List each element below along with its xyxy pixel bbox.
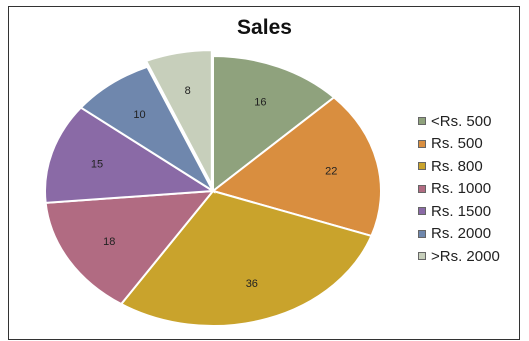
pie-slice-rs-1500 bbox=[44, 106, 217, 204]
legend-item-rs-500: Rs. 500 bbox=[418, 133, 500, 156]
legend-label: Rs. 2000 bbox=[431, 225, 492, 243]
legend-item-rs-500: <Rs. 500 bbox=[418, 110, 500, 133]
data-label-rs-1000: 18 bbox=[103, 236, 115, 248]
pie-slice-rs-2000 bbox=[144, 49, 213, 186]
pie-slice-rs-500 bbox=[212, 54, 336, 194]
legend-swatch bbox=[418, 139, 426, 148]
data-label-rs-800: 36 bbox=[246, 278, 258, 290]
legend-label: Rs. 1500 bbox=[431, 202, 492, 220]
legend-label: Rs. 1000 bbox=[431, 180, 492, 198]
legend-item-rs-2000: Rs. 2000 bbox=[418, 223, 500, 246]
pie-slice-rs-500 bbox=[210, 96, 382, 238]
legend-label: Rs. 800 bbox=[431, 157, 483, 175]
legend-item-rs-1000: Rs. 1000 bbox=[418, 178, 500, 201]
legend-swatch bbox=[418, 162, 426, 171]
legend-swatch bbox=[418, 207, 426, 216]
pie-slice-rs-1000 bbox=[44, 189, 216, 306]
legend-swatch bbox=[418, 117, 426, 126]
legend-swatch bbox=[418, 229, 426, 238]
pie-slice-rs-2000 bbox=[79, 65, 216, 194]
legend-label: <Rs. 500 bbox=[431, 112, 492, 130]
legend-item-rs-1500: Rs. 1500 bbox=[418, 200, 500, 223]
legend-item-rs-800: Rs. 800 bbox=[418, 155, 500, 178]
legend: <Rs. 500 Rs. 500 Rs. 800 Rs. 1000 Rs. 1500 Rs… bbox=[418, 110, 500, 268]
data-label-rs-500: 16 bbox=[254, 97, 266, 109]
pie-slice-rs-800 bbox=[119, 189, 373, 327]
data-label-rs-500: 22 bbox=[325, 165, 337, 177]
chart-title: Sales bbox=[237, 16, 292, 39]
data-label-rs-2000: 10 bbox=[133, 109, 145, 121]
legend-label: Rs. 500 bbox=[431, 135, 483, 153]
legend-label: >Rs. 2000 bbox=[431, 247, 500, 265]
data-label-rs-1500: 15 bbox=[91, 158, 103, 170]
data-label-rs-2000: 8 bbox=[185, 85, 191, 97]
legend-swatch bbox=[418, 184, 426, 193]
legend-swatch bbox=[418, 252, 426, 261]
legend-item-rs-2000: >Rs. 2000 bbox=[418, 245, 500, 268]
